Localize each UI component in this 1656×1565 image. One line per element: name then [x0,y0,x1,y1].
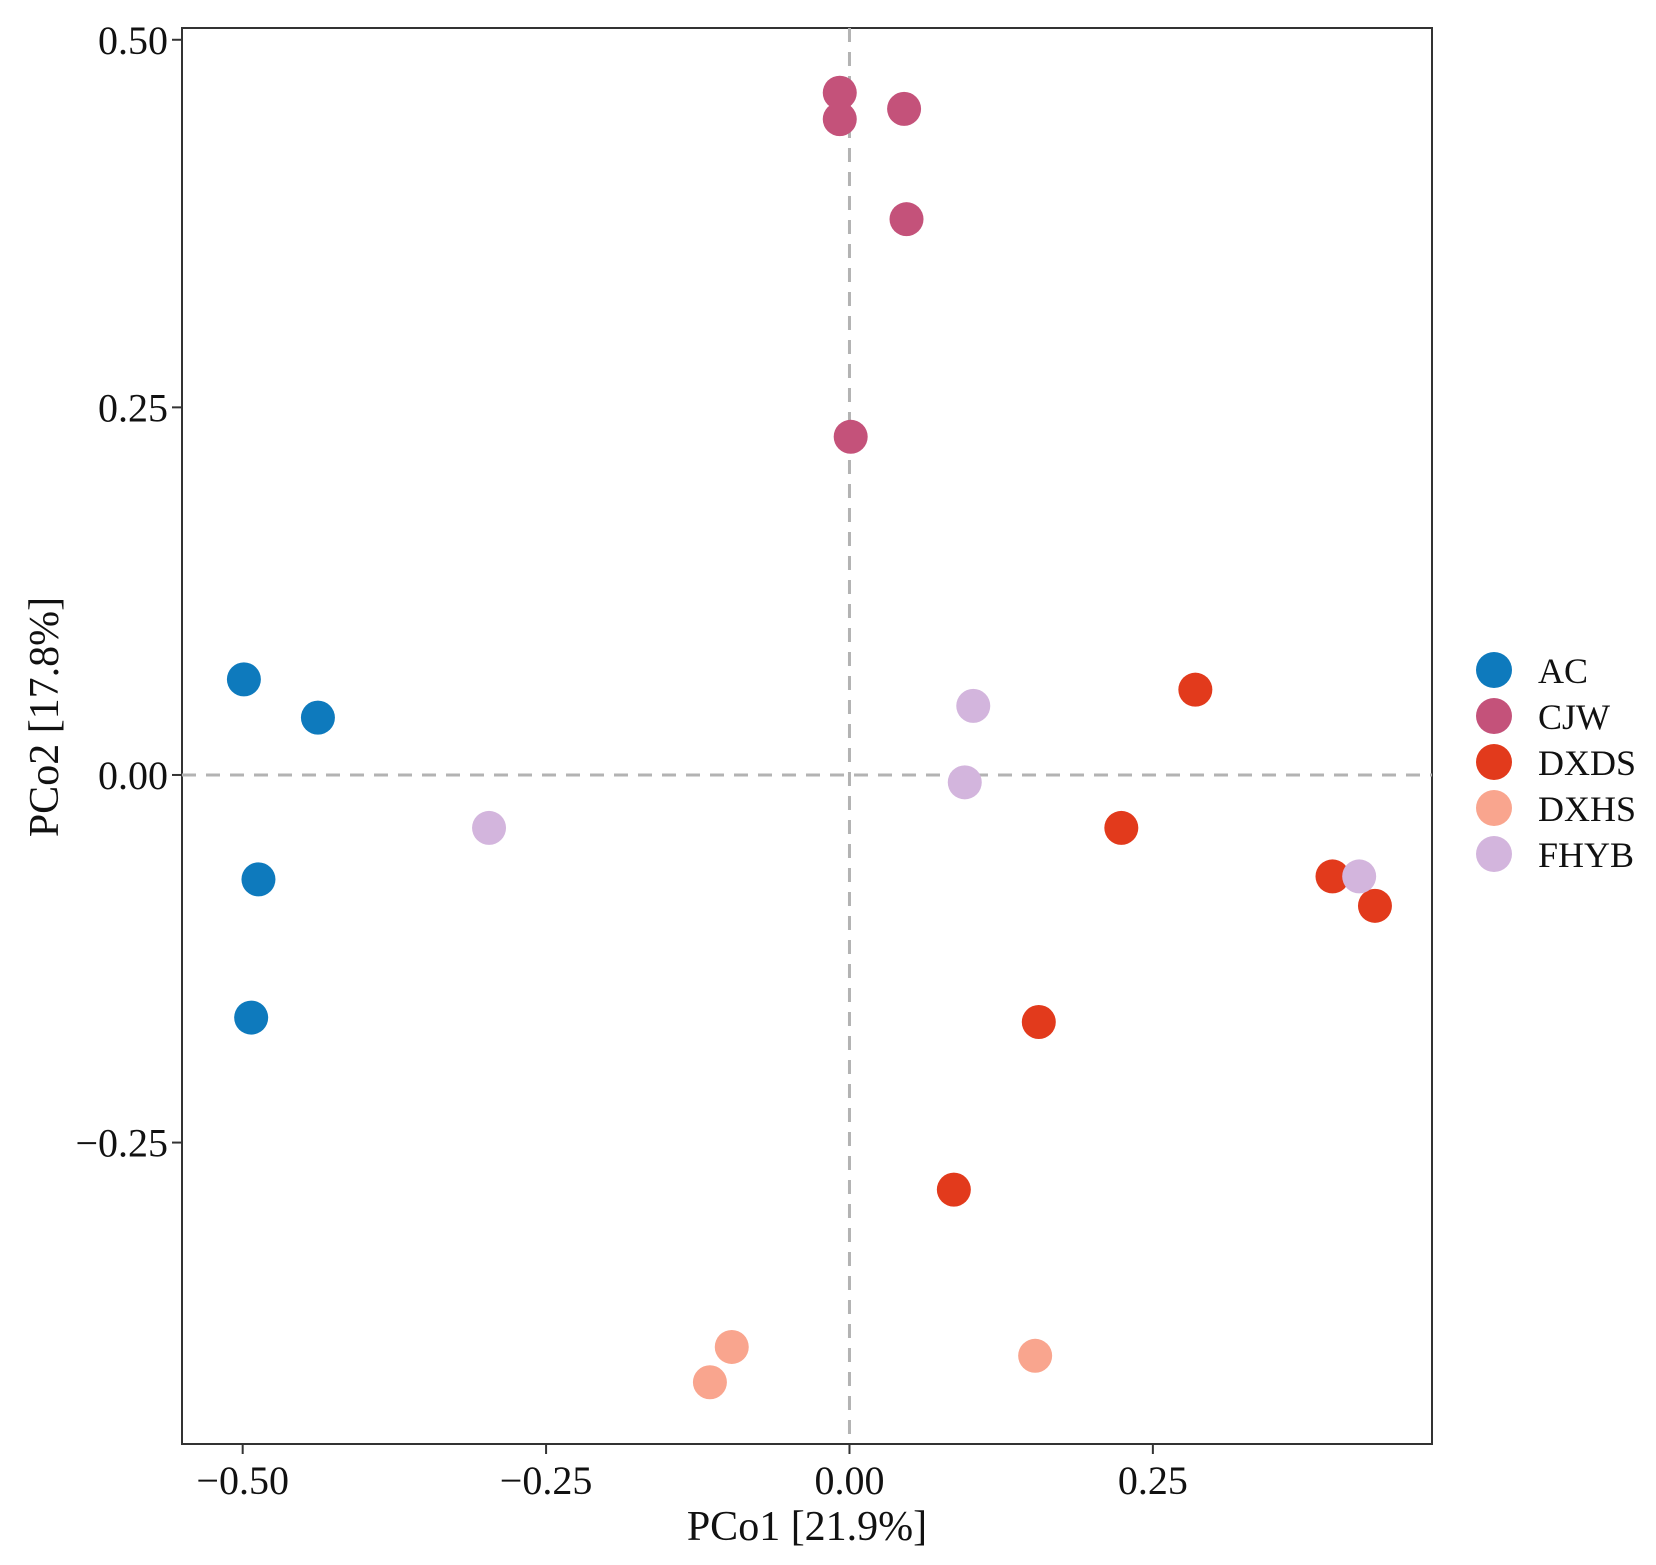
data-point [300,700,335,735]
legend-key-fhyb [1476,836,1512,872]
data-point [1018,1338,1053,1373]
data-point [241,862,276,897]
x-tick-label: −0.25 [500,1458,593,1503]
data-point [822,75,857,110]
data-point [1315,859,1350,894]
x-tick-label: 0.25 [1118,1458,1188,1503]
legend-label-fhyb: FHYB [1538,835,1634,875]
x-axis: −0.50 −0.25 0.00 0.25 [196,1444,1188,1503]
x-tick-label: 0.00 [814,1458,884,1503]
legend-label-dxds: DXDS [1538,743,1636,783]
data-point [822,102,857,137]
y-tick-label: 0.50 [98,18,168,63]
legend-label-ac: AC [1538,651,1588,691]
y-tick-label: 0.25 [98,385,168,430]
legend-key-ac [1476,652,1512,688]
data-point [1104,810,1139,845]
plot-panel [181,27,1433,1445]
series-dxds [936,672,1392,1207]
data-point [887,91,922,126]
legend: AC CJW DXDS DXHS FHYB [1476,651,1636,875]
data-point [714,1329,749,1364]
y-tick-label: −0.25 [75,1121,168,1166]
data-point [692,1365,727,1400]
data-point [1342,859,1377,894]
data-points [226,75,1392,1400]
legend-key-dxds [1476,744,1512,780]
legend-key-dxhs [1476,790,1512,826]
series-cjw [822,75,924,454]
data-point [1021,1004,1056,1039]
data-point [1178,672,1213,707]
x-axis-title: PCo1 [21.9%] [687,1504,927,1550]
legend-key-cjw [1476,698,1512,734]
series-ac [226,662,335,1035]
data-point [226,662,261,697]
data-point [1357,888,1392,923]
legend-label-cjw: CJW [1538,697,1610,737]
legend-label-dxhs: DXHS [1538,789,1636,829]
y-tick-label: 0.00 [98,753,168,798]
data-point [956,688,991,723]
data-point [889,202,924,237]
y-axis-title: PCo2 [17.8%] [22,597,68,837]
series-fhyb [472,688,1377,894]
y-axis: 0.50 0.25 0.00 −0.25 [75,18,182,1166]
series-dxhs [692,1329,1053,1400]
data-point [234,1000,269,1035]
data-point [947,765,982,800]
data-point [472,810,507,845]
data-point [936,1172,971,1207]
x-tick-label: −0.50 [196,1458,289,1503]
data-point [833,419,868,454]
plot-border [181,27,1433,1445]
